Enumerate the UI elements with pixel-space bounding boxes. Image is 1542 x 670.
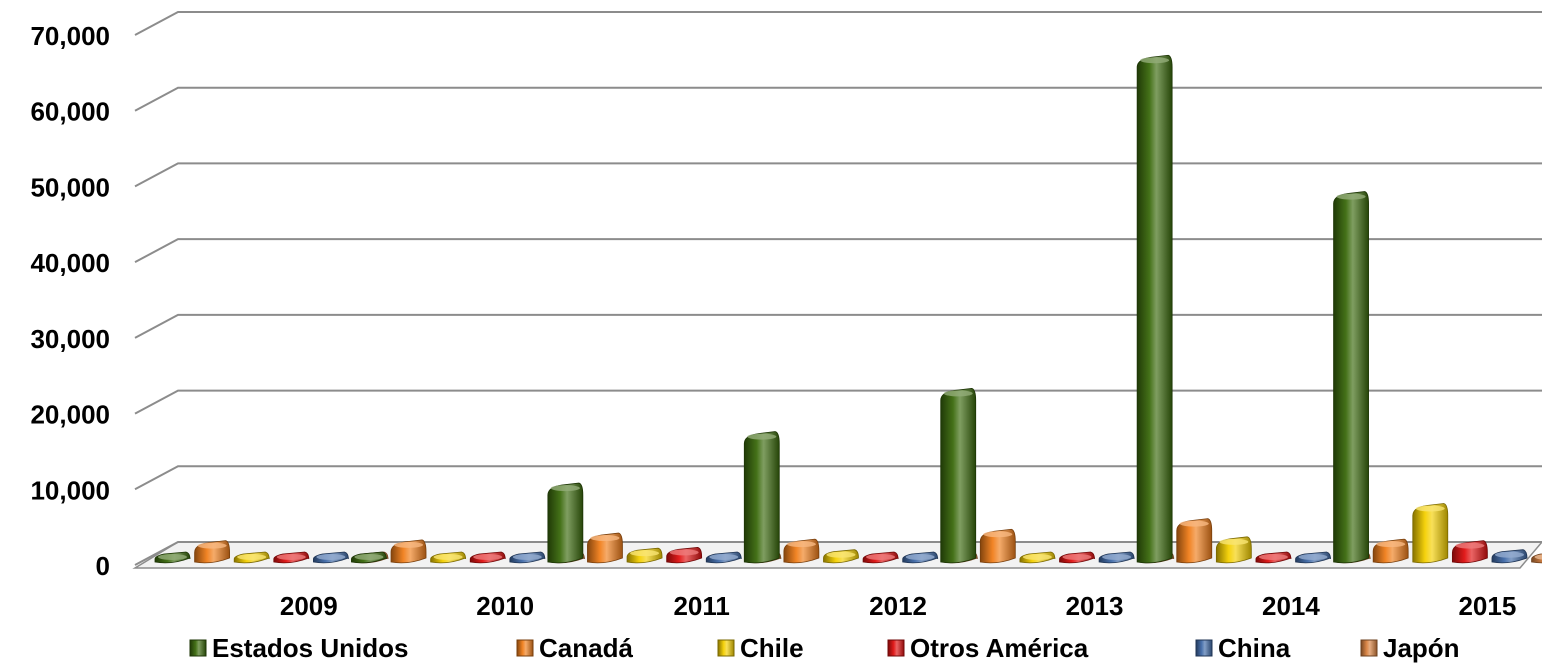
legend-item-otros-america: Otros América xyxy=(887,633,1089,663)
gridline xyxy=(134,162,1542,188)
bar-otros-america-2011 xyxy=(666,547,703,564)
bar-canada-2011 xyxy=(587,532,623,564)
legend-swatch xyxy=(1195,639,1213,657)
bar-chile-2010 xyxy=(430,551,467,564)
legend-label: Chile xyxy=(740,633,804,663)
legend-swatch xyxy=(1360,639,1378,657)
bar-estados-unidos-2013 xyxy=(940,388,977,564)
bar-canada-2010 xyxy=(390,539,427,564)
bar-chile-2011 xyxy=(626,547,663,564)
x-tick-label: 2011 xyxy=(673,591,729,621)
y-tick-label: 0 xyxy=(96,551,110,581)
bar-canada-2009 xyxy=(194,540,230,564)
bars xyxy=(154,54,1542,564)
bar-canada-2013 xyxy=(979,528,1016,564)
bar-otros-america-2009 xyxy=(273,551,310,564)
gridlines xyxy=(134,11,1542,566)
bar-chile-2009 xyxy=(233,551,270,564)
bar-otros-america-2010 xyxy=(469,551,506,564)
bar-chile-2015 xyxy=(1412,503,1449,564)
legend-label: China xyxy=(1218,633,1291,663)
bar-china-2014 xyxy=(1295,551,1331,564)
bar-estados-unidos-2009 xyxy=(154,551,191,564)
gridline xyxy=(134,238,1542,264)
legend-item-chile: Chile xyxy=(717,633,804,663)
x-tick-label: 2015 xyxy=(1458,591,1516,621)
legend-swatch xyxy=(516,639,534,657)
gridline xyxy=(134,465,1542,491)
x-axis-tick-labels: 2009 2010 2011 2012 2013 2014 2015 xyxy=(280,591,1516,621)
bar-china-2011 xyxy=(705,551,742,564)
x-tick-label: 2009 xyxy=(280,591,338,621)
gridline xyxy=(134,11,1542,36)
bar-canada-2012 xyxy=(783,538,820,564)
x-tick-label: 2014 xyxy=(1262,591,1320,621)
bar-japon-2015 xyxy=(1531,553,1542,564)
y-tick-label: 20,000 xyxy=(30,400,110,430)
legend: Estados Unidos Canadá Chile Otros América Ch… xyxy=(189,633,1460,663)
y-tick-label: 60,000 xyxy=(30,97,110,127)
gridline xyxy=(134,86,1542,112)
legend-swatch xyxy=(189,639,207,657)
legend-item-canada: Canadá xyxy=(516,633,633,663)
bar-estados-unidos-2012 xyxy=(743,431,780,564)
bar-chile-2014 xyxy=(1215,536,1252,564)
y-tick-label: 40,000 xyxy=(30,248,110,278)
bar-estados-unidos-2014 xyxy=(1136,54,1173,564)
y-tick-label: 70,000 xyxy=(30,21,110,51)
bar-otros-america-2012 xyxy=(862,551,899,564)
y-tick-label: 30,000 xyxy=(30,324,110,354)
gridline xyxy=(134,313,1542,339)
bar-otros-america-2013 xyxy=(1059,551,1095,564)
legend-label: Japón xyxy=(1383,633,1460,663)
bar-china-2013 xyxy=(1098,551,1135,564)
x-tick-label: 2013 xyxy=(1066,591,1124,621)
bar-canada-2014 xyxy=(1176,518,1213,564)
gridline xyxy=(134,389,1542,415)
bar-chile-2012 xyxy=(823,549,859,564)
bar-estados-unidos-2010 xyxy=(351,551,387,564)
y-tick-label: 50,000 xyxy=(30,172,110,202)
legend-label: Estados Unidos xyxy=(212,633,408,663)
gridline xyxy=(134,541,1542,566)
bar-otros-america-2015 xyxy=(1451,540,1488,564)
x-tick-label: 2010 xyxy=(476,591,534,621)
y-tick-label: 10,000 xyxy=(30,475,110,505)
legend-item-estados-unidos: Estados Unidos xyxy=(189,633,408,663)
bar-china-2015 xyxy=(1491,549,1528,564)
bar-estados-unidos-2015 xyxy=(1333,191,1369,564)
bar-chile-2013 xyxy=(1019,551,1056,564)
legend-swatch xyxy=(887,639,905,657)
bar-china-2012 xyxy=(902,551,939,564)
bar-china-2010 xyxy=(509,551,546,564)
bar-canada-2015 xyxy=(1372,538,1409,564)
y-axis-tick-labels: 0 10,000 20,000 30,000 40,000 50,000 60,000 70,… xyxy=(30,21,110,581)
legend-label: Canadá xyxy=(539,633,633,663)
bar-otros-america-2014 xyxy=(1255,551,1292,564)
legend-label: Otros América xyxy=(910,633,1089,663)
legend-item-japon: Japón xyxy=(1360,633,1460,663)
legend-item-china: China xyxy=(1195,633,1291,663)
x-tick-label: 2012 xyxy=(869,591,927,621)
bar-estados-unidos-2011 xyxy=(547,482,584,564)
legend-swatch xyxy=(717,639,735,657)
bar-china-2009 xyxy=(313,551,349,564)
